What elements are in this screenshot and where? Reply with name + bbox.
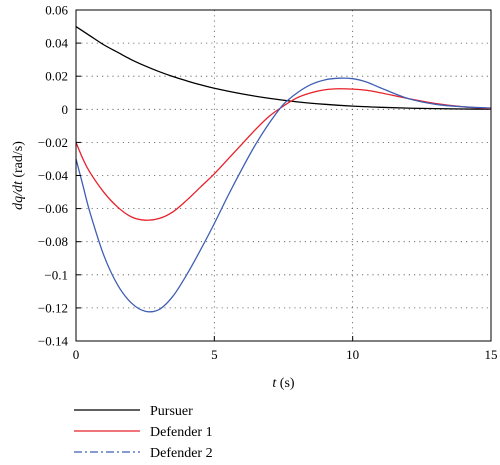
legend-label-pursuer: Pursuer: [150, 404, 193, 419]
x-tick-label: 15: [485, 347, 498, 362]
series-lines: [75, 26, 492, 313]
y-axis-label: dq/dt (rad/s): [11, 141, 26, 210]
grid: [76, 10, 491, 341]
y-tick-label: −0.08: [38, 234, 68, 249]
ticks: 0 5 10 15 0.06 0.04 0.02 0 −0.02 −0.04 −0.06 −0.08 −…: [38, 3, 498, 363]
legend-label-defender-2: Defender 2: [150, 446, 213, 461]
y-tick-label: 0: [62, 102, 69, 117]
x-tick-label: 10: [346, 347, 359, 362]
y-tick-label: 0.04: [45, 36, 68, 51]
series-line-pursuer: [75, 26, 492, 110]
y-tick-label: −0.04: [38, 168, 69, 183]
y-tick-label: −0.12: [38, 300, 68, 315]
x-axis-label: t (s): [272, 376, 295, 391]
legend: Pursuer Defender 1 Defender 2: [74, 404, 213, 461]
x-tick-label: 5: [211, 347, 218, 362]
y-tick-label: −0.06: [38, 201, 69, 216]
y-tick-label: −0.02: [38, 135, 68, 150]
y-tick-label: 0.02: [45, 69, 68, 84]
plot-frame: [75, 9, 492, 342]
y-tick-label: 0.06: [45, 3, 68, 18]
series-line-defender-2: [75, 77, 492, 313]
series-line-defender-1: [75, 88, 492, 221]
y-tick-label: −0.14: [38, 334, 69, 349]
legend-label-defender-1: Defender 1: [150, 425, 213, 440]
x-tick-label: 0: [73, 347, 80, 362]
y-tick-label: −0.1: [44, 267, 68, 282]
